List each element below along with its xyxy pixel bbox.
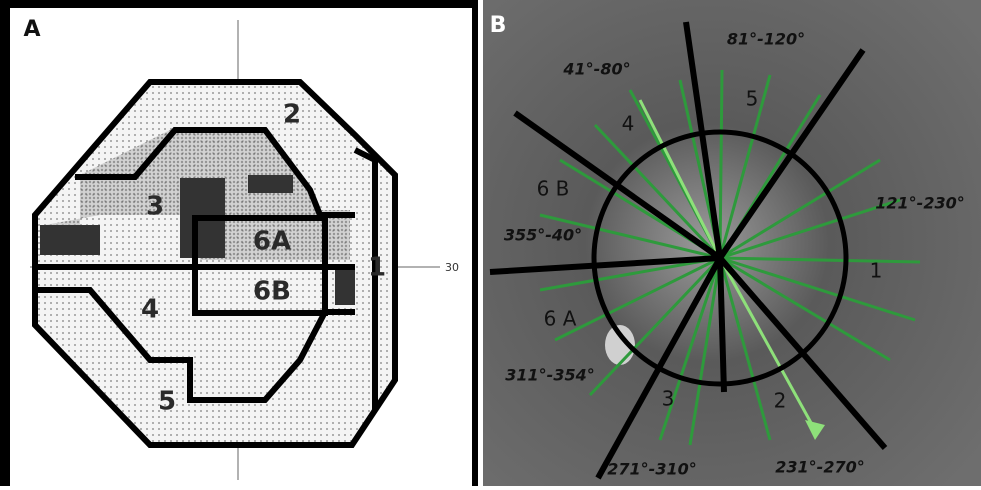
region-label: 5 xyxy=(158,387,176,417)
region-label: 3 xyxy=(146,192,164,222)
panel-label: B xyxy=(490,13,507,38)
region-label: 2 xyxy=(283,100,301,130)
sector-label: 2 xyxy=(774,389,787,413)
defect xyxy=(335,270,355,305)
axis-label: 30 xyxy=(445,261,459,274)
angle-label: 121°-230° xyxy=(875,194,964,213)
region-label: 1 xyxy=(368,253,386,283)
sector-label: 5 xyxy=(746,87,759,111)
region-label: 4 xyxy=(141,295,159,325)
sector-line xyxy=(720,258,724,392)
ray xyxy=(720,70,722,258)
region-label: 6B xyxy=(253,277,291,307)
figure: A 2 3 6A 1 6B 4 5 30 xyxy=(0,0,981,486)
angle-label: 81°-120° xyxy=(727,30,805,49)
panel-label: A xyxy=(23,17,40,42)
sector-label: 3 xyxy=(662,387,675,411)
angle-label: 311°-354° xyxy=(505,366,594,385)
panel-b: B 5 4 6 B 1 6 A 3 2 81°-120° 41°-80° 121… xyxy=(483,0,981,486)
angle-label: 271°-310° xyxy=(607,460,696,479)
angle-label: 355°-40° xyxy=(504,226,582,245)
sector-label: 4 xyxy=(622,112,635,136)
defect xyxy=(40,225,100,255)
sector-label: 6 A xyxy=(544,307,577,331)
panel-a: A 2 3 6A 1 6B 4 5 30 xyxy=(0,0,478,486)
angle-label: 231°-270° xyxy=(775,458,864,477)
sector-label: 1 xyxy=(870,259,883,283)
defect xyxy=(248,175,293,193)
region-label: 6A xyxy=(253,227,291,257)
angle-label: 41°-80° xyxy=(562,60,630,79)
sector-label: 6 B xyxy=(537,177,570,201)
